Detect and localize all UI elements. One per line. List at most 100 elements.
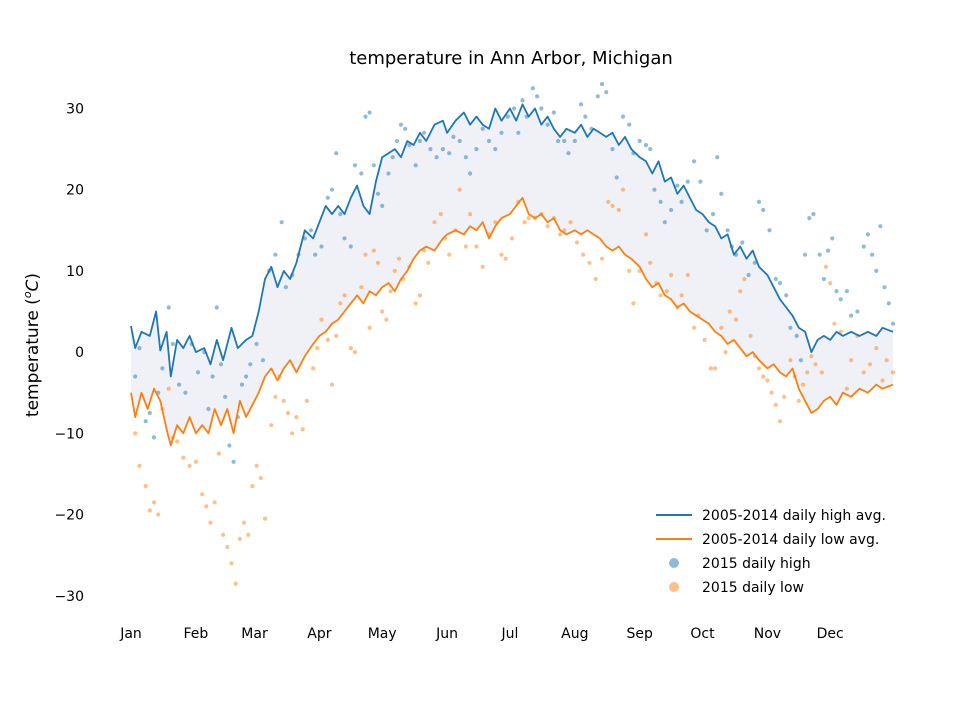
scatter-point (788, 325, 793, 330)
scatter-point (637, 138, 642, 144)
scatter-point (440, 147, 445, 152)
scatter-point (218, 362, 224, 367)
scatter-point (861, 244, 866, 249)
scatter-point (363, 252, 368, 257)
scatter-point (463, 244, 468, 249)
scatter-point (250, 484, 255, 489)
scatter-point (855, 309, 860, 314)
x-tick-label: Jun (435, 626, 458, 642)
scatter-point (805, 370, 810, 375)
scatter-point (713, 366, 718, 371)
scatter-point (390, 155, 395, 160)
scatter-point (269, 423, 274, 428)
scatter-point (834, 289, 839, 294)
y-tick-label: 30 (66, 102, 84, 118)
scatter-point (279, 220, 284, 225)
scatter-point (821, 276, 827, 282)
scatter-point (447, 252, 452, 257)
scatter-point (352, 163, 358, 168)
y-tick-label: −30 (54, 589, 84, 605)
scatter-point (817, 252, 822, 257)
scatter-point (386, 171, 391, 176)
2015-daily-low-points (133, 187, 896, 586)
y-tick-label: −10 (54, 426, 84, 442)
scatter-point (231, 459, 236, 464)
scatter-point (702, 337, 707, 342)
scatter-point (844, 289, 850, 294)
scatter-point (614, 175, 619, 180)
scatter-point (849, 358, 854, 363)
scatter-point (658, 199, 663, 204)
scatter-point (773, 276, 778, 282)
y-axis-ticks: −30 −20 −10 0 10 20 30 (54, 102, 84, 605)
scatter-point (748, 333, 753, 338)
scatter-point (294, 415, 299, 420)
scatter-point (526, 216, 531, 221)
scatter-point (281, 398, 286, 403)
scatter-point (160, 366, 165, 371)
scatter-point (761, 207, 766, 213)
scatter-point (761, 374, 766, 379)
scatter-point (865, 232, 871, 237)
scatter-point (463, 155, 468, 160)
y-axis-label-suffix: ) (23, 273, 43, 280)
scatter-point (784, 293, 789, 298)
x-tick-label: Jul (500, 626, 518, 642)
y-tick-label: −20 (54, 508, 84, 524)
scatter-point (254, 463, 259, 468)
scatter-point (870, 252, 875, 257)
scatter-point (844, 386, 850, 391)
scatter-point (273, 394, 278, 399)
scatter-point (225, 544, 230, 550)
scatter-point (738, 289, 743, 294)
scatter-point (579, 102, 584, 107)
scatter-point (311, 366, 316, 371)
scatter-point (206, 406, 211, 412)
y-axis-label-unit: C (23, 279, 43, 291)
scatter-point (170, 341, 175, 347)
scatter-point (499, 252, 504, 257)
scatter-point (300, 427, 305, 432)
scatter-point (403, 126, 408, 131)
scatter-point (428, 147, 433, 152)
scatter-point (823, 264, 829, 269)
scatter-point (457, 138, 462, 144)
scatter-point (669, 272, 674, 278)
scatter-point (777, 419, 783, 424)
scatter-point (782, 394, 787, 399)
scatter-point (767, 228, 772, 233)
scatter-point (675, 183, 680, 188)
scatter-point (143, 419, 148, 424)
scatter-point (417, 293, 422, 298)
scatter-point (890, 370, 896, 375)
scatter-point (867, 362, 873, 367)
series-line-2005-2014-daily-high-avg. (130, 103, 894, 378)
scatter-point (620, 114, 626, 119)
scatter-point (474, 244, 479, 249)
scatter-point (809, 354, 814, 359)
scatter-point (334, 151, 339, 156)
scatter-point (692, 159, 697, 164)
scatter-point (777, 281, 783, 286)
scatter-point (151, 435, 157, 440)
scatter-point (384, 317, 389, 322)
scatter-point (166, 305, 171, 310)
scatter-point (826, 248, 831, 253)
y-tick-label: 10 (66, 264, 84, 280)
scatter-point (599, 82, 605, 87)
scatter-point (210, 374, 215, 379)
scatter-point (468, 212, 473, 217)
scatter-point (388, 289, 393, 294)
scatter-point (493, 147, 498, 152)
scatter-point (679, 199, 684, 204)
scatter-point (396, 256, 402, 261)
scatter-point (556, 138, 561, 144)
scatter-point (884, 358, 889, 363)
scatter-point (583, 114, 588, 119)
scatter-point (313, 252, 318, 257)
scatter-point (798, 358, 804, 363)
scatter-point (849, 313, 854, 318)
x-tick-label: Mar (241, 626, 268, 642)
scatter-point (241, 520, 247, 525)
series-line-2005-2014-daily-low-avg. (130, 196, 894, 447)
